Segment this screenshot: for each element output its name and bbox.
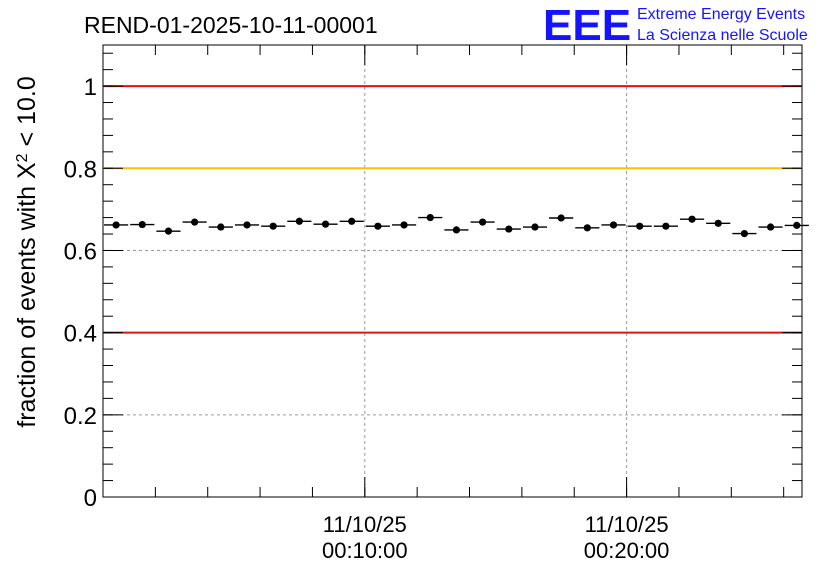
data-point (496, 225, 521, 233)
data-point (758, 223, 783, 231)
eee-logo: EEE Extreme Energy Events La Scienza nel… (543, 1, 808, 50)
point-marker (479, 218, 487, 226)
data-point (418, 213, 443, 222)
point-marker (688, 215, 696, 223)
data-point (575, 224, 600, 232)
y-tick-label: 1 (84, 74, 97, 101)
point-marker (426, 213, 434, 222)
data-point (679, 215, 705, 223)
data-point (313, 220, 338, 228)
point-marker (714, 219, 722, 227)
y-axis: 0 0.2 0.4 0.6 0.8 1 (64, 52, 802, 512)
plot-frame (102, 44, 803, 498)
point-marker (374, 222, 382, 230)
eee-logo-letters: EEE (543, 1, 631, 50)
point-marker (400, 221, 408, 229)
data-point (601, 221, 626, 229)
data-point (130, 220, 155, 229)
point-marker (740, 230, 749, 238)
point-marker (662, 222, 670, 230)
data-point (706, 219, 731, 227)
point-marker (583, 224, 591, 232)
data-point (391, 221, 417, 229)
point-marker (609, 221, 618, 229)
chart-title: REND-01-2025-10-11-00001 (84, 12, 378, 38)
eee-logo-line2: La Scienza nelle Scuole (637, 27, 808, 44)
data-point (156, 227, 181, 235)
point-marker (164, 227, 173, 235)
point-marker (557, 214, 565, 222)
point-marker (505, 225, 513, 233)
reference-lines (103, 85, 802, 334)
data-point (104, 221, 129, 229)
point-marker (452, 226, 461, 234)
point-marker (112, 221, 120, 229)
y-tick-label: 0.6 (64, 238, 97, 265)
eee-logo-line1: Extreme Energy Events (637, 6, 805, 23)
y-tick-label: 0.8 (64, 156, 97, 183)
data-point (182, 218, 207, 226)
data-point (365, 222, 390, 230)
data-point (444, 226, 469, 234)
point-marker (138, 220, 146, 229)
y-tick-label: 0 (84, 485, 97, 512)
grid (103, 45, 802, 497)
point-marker (243, 221, 251, 229)
data-point (261, 222, 286, 230)
point-marker (766, 223, 775, 231)
x-tick-label-date: 11/10/25 (585, 512, 669, 537)
y-tick-label: 0.2 (64, 403, 97, 430)
point-marker (793, 221, 801, 229)
data-points (104, 213, 809, 238)
y-tick-label: 0.4 (64, 321, 97, 348)
data-point (784, 221, 809, 229)
point-marker (321, 220, 330, 228)
data-point (522, 223, 548, 231)
point-marker (531, 223, 539, 231)
data-point (627, 222, 652, 230)
point-marker (269, 222, 277, 230)
point-marker (191, 218, 199, 226)
point-marker (636, 222, 644, 230)
x-tick-label-time: 00:10:00 (322, 538, 408, 563)
data-point (732, 230, 757, 238)
data-point (234, 221, 260, 229)
data-point (549, 214, 574, 222)
data-point (287, 217, 312, 225)
data-point (339, 217, 364, 225)
point-marker (217, 223, 225, 231)
y-axis-label: fraction of events with X2 < 10.0 (13, 76, 41, 427)
data-point (653, 222, 678, 230)
x-tick-label-time: 00:20:00 (584, 538, 670, 563)
data-point (470, 218, 495, 226)
point-marker (295, 217, 303, 225)
x-tick-label-date: 11/10/25 (323, 512, 407, 537)
data-point (208, 223, 233, 231)
point-marker (348, 217, 356, 225)
